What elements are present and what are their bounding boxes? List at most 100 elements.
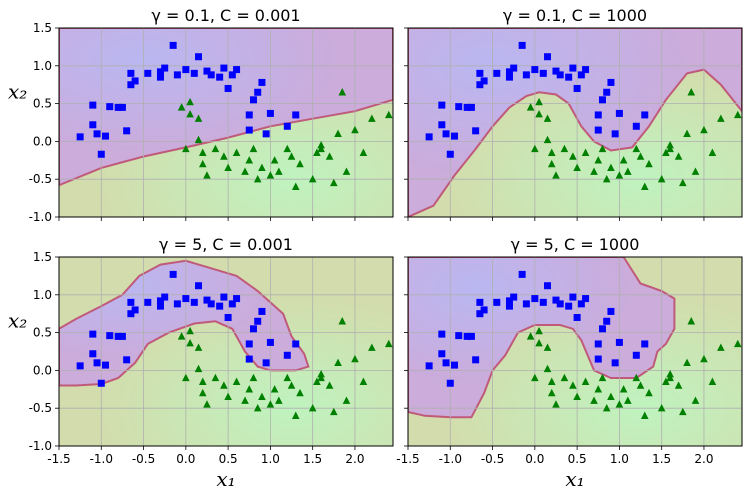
triangle-point <box>674 152 683 160</box>
triangle-point <box>186 338 194 347</box>
triangle-point <box>334 358 342 367</box>
triangle-point <box>194 364 203 373</box>
triangle-point <box>717 114 725 122</box>
square-point <box>97 150 105 158</box>
triangle-point <box>283 144 292 153</box>
triangle-point <box>177 103 186 111</box>
square-point <box>245 355 253 363</box>
square-point <box>510 64 518 72</box>
triangle-point <box>258 163 266 172</box>
triangle-point <box>241 396 249 404</box>
square-point <box>207 71 215 79</box>
square-point <box>556 300 564 308</box>
triangle-point <box>666 140 674 149</box>
triangle-point <box>666 373 674 382</box>
square-point <box>258 78 266 86</box>
triangle-point <box>708 377 717 385</box>
triangle-point <box>359 377 368 385</box>
square-point <box>156 302 164 310</box>
square-point <box>156 68 164 76</box>
square-point <box>594 126 602 134</box>
triangle-point <box>203 400 211 408</box>
square-point <box>102 361 110 369</box>
triangle-point <box>607 392 615 401</box>
square-point <box>531 66 539 74</box>
triangle-point <box>560 144 569 153</box>
triangle-point <box>602 175 611 183</box>
triangle-point <box>581 377 590 385</box>
triangle-point <box>700 354 708 363</box>
triangle-point <box>334 129 342 138</box>
x-tick-label: -1.0 <box>90 452 113 466</box>
y-tick-label: 1.0 <box>33 288 52 302</box>
triangle-point <box>384 339 393 348</box>
square-point <box>565 73 573 81</box>
square-point <box>245 111 253 119</box>
square-point <box>442 130 450 138</box>
square-point <box>539 69 547 77</box>
triangle-point <box>683 358 691 367</box>
triangle-point <box>342 396 351 404</box>
square-point <box>472 127 480 135</box>
square-point <box>493 69 501 77</box>
triangle-point <box>241 167 249 175</box>
triangle-point <box>640 411 649 419</box>
square-point <box>102 132 110 140</box>
y-tick-label: 1.5 <box>33 250 52 264</box>
square-point <box>233 66 241 74</box>
triangle-point <box>325 152 334 160</box>
square-point <box>603 88 611 96</box>
triangle-point <box>258 392 266 401</box>
square-point <box>615 109 623 117</box>
triangle-point <box>632 144 641 153</box>
square-point <box>594 111 602 119</box>
square-point <box>569 64 577 72</box>
triangle-point <box>249 144 258 153</box>
square-point <box>505 302 513 310</box>
triangle-point <box>203 171 211 179</box>
square-point <box>207 300 215 308</box>
triangle-point <box>543 135 552 144</box>
square-point <box>220 293 228 301</box>
triangle-point <box>535 97 543 106</box>
triangle-point <box>198 159 207 168</box>
triangle-point <box>560 373 569 382</box>
x-tick-label: 1.5 <box>652 452 671 466</box>
triangle-point <box>330 407 338 416</box>
square-point <box>556 71 564 79</box>
axes-frame <box>58 27 394 218</box>
x-tick-label: 0.5 <box>568 452 587 466</box>
square-point <box>114 103 122 111</box>
square-point <box>144 298 152 306</box>
triangle-point <box>691 396 700 404</box>
square-point <box>425 362 433 370</box>
square-point <box>89 350 97 358</box>
square-point <box>106 332 114 340</box>
square-point <box>480 77 488 85</box>
triangle-point <box>351 354 359 363</box>
triangle-point <box>615 400 624 408</box>
square-point <box>446 150 454 158</box>
triangle-point <box>547 388 556 397</box>
triangle-point <box>717 343 725 351</box>
triangle-point <box>342 167 351 175</box>
triangle-point <box>535 338 543 347</box>
triangle-point <box>733 110 742 119</box>
triangle-point <box>232 377 241 385</box>
square-point <box>216 73 224 81</box>
square-point <box>472 356 480 364</box>
triangle-point <box>535 326 543 335</box>
triangle-point <box>552 400 560 408</box>
square-point <box>438 350 446 358</box>
square-point <box>173 300 181 308</box>
triangle-point <box>683 129 691 138</box>
square-point <box>442 359 450 367</box>
square-point <box>216 302 224 310</box>
x-tick-label: 0.5 <box>219 452 238 466</box>
triangle-point <box>220 152 228 160</box>
triangle-point <box>543 364 552 373</box>
triangle-point <box>186 326 194 335</box>
triangle-point <box>186 109 194 118</box>
triangle-point <box>640 182 649 190</box>
